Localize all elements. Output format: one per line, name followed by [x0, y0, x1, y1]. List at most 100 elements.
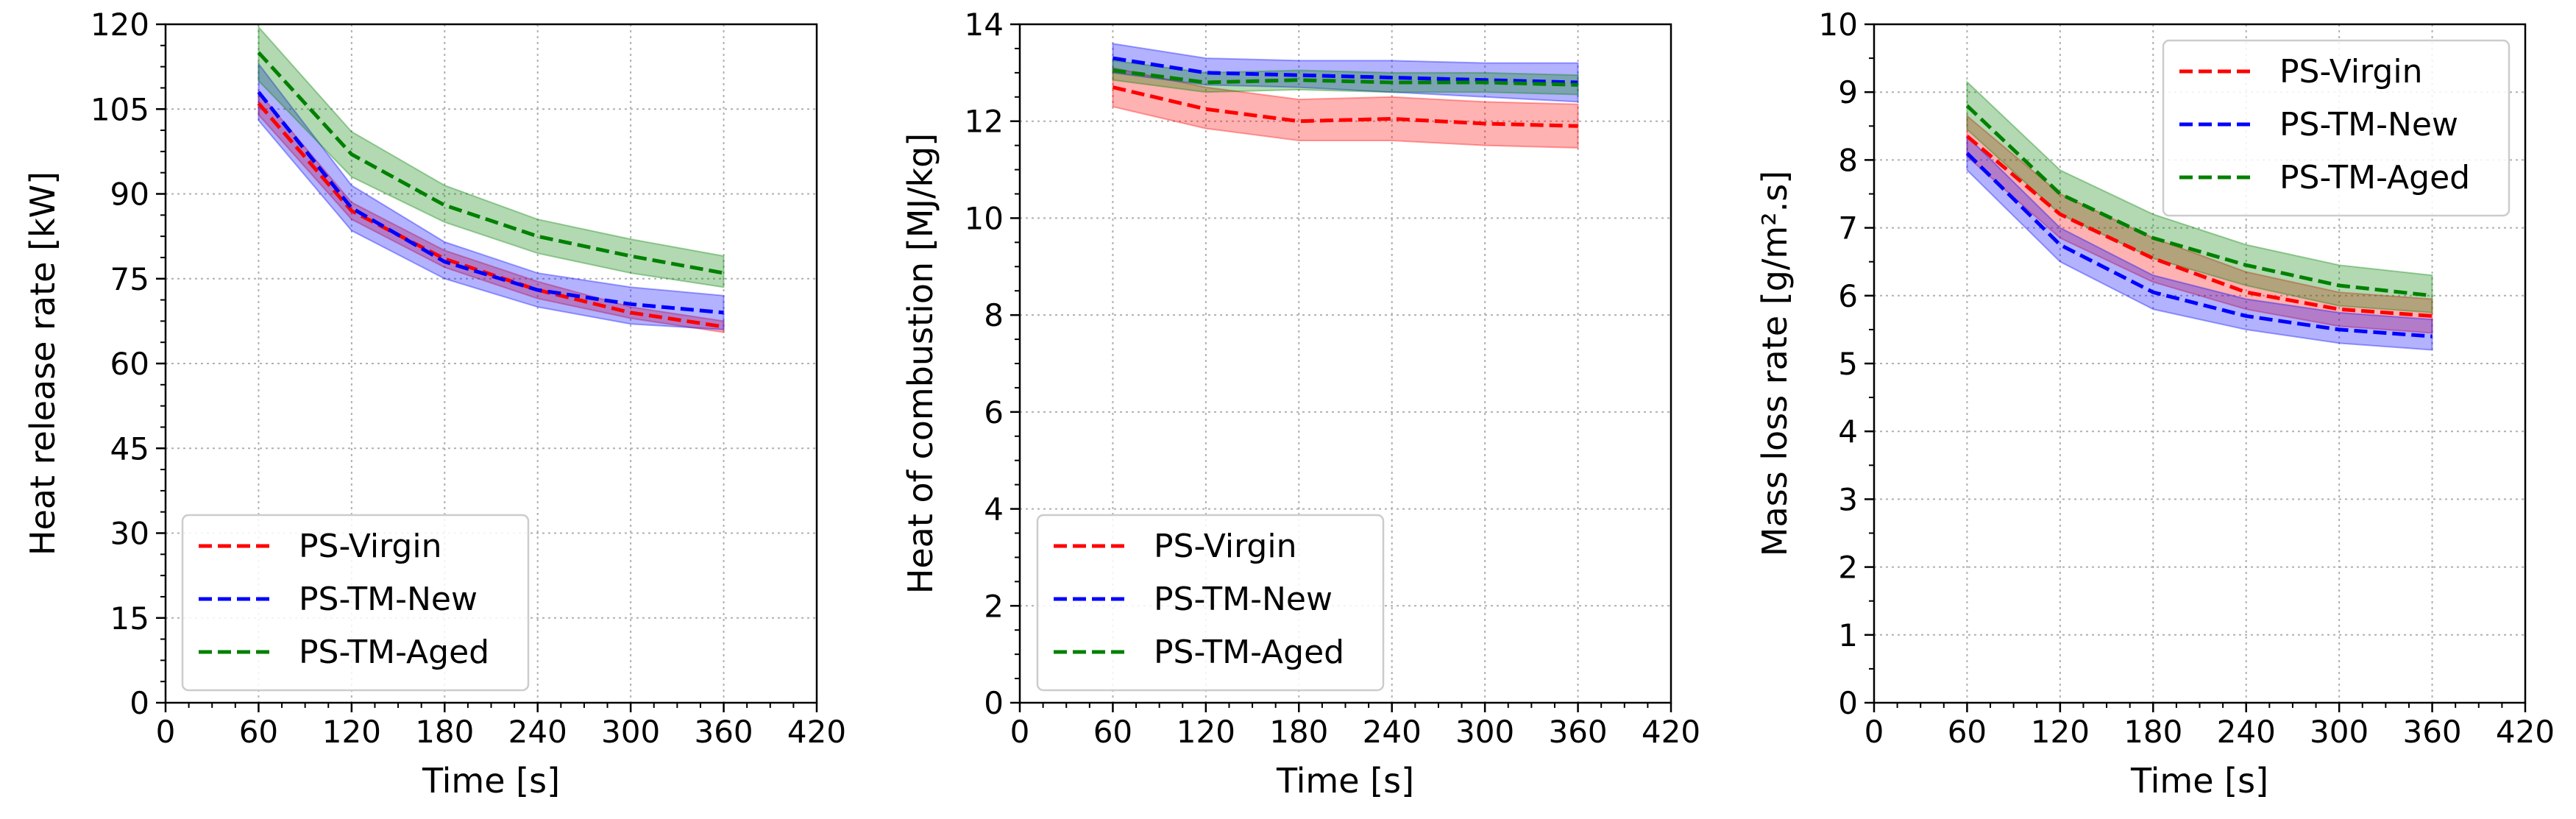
- series-line-ps-tm-new: [257, 91, 724, 315]
- series-line-ps-virgin: [1965, 135, 2433, 318]
- y-tick-label: 6: [984, 394, 1004, 430]
- x-tick-label: 420: [787, 714, 846, 750]
- legend: PS-Virgin PS-TM-New PS-TM-Aged: [181, 514, 530, 692]
- x-tick-label: 360: [1548, 714, 1607, 750]
- chart-panel-2: 0 60 120 180 240 300 360 420 0 2 4 6 8 10 12 14 Time [s]…: [901, 7, 1700, 801]
- legend-label: PS-TM-New: [299, 581, 478, 618]
- chart-panel-1: 0 60 120 180 240 300 360 420 0 15 30 45 60 75 90 105 120…: [23, 7, 846, 801]
- legend-item: PS-TM-New: [2179, 106, 2458, 143]
- legend-label: PS-TM-New: [1154, 581, 1333, 618]
- legend-box: [2162, 39, 2511, 217]
- band-ps-tm-new: [258, 61, 725, 330]
- x-tick-label: 60: [1093, 714, 1132, 750]
- legend-item: PS-TM-Aged: [199, 634, 489, 671]
- x-tick-label: 240: [508, 714, 567, 750]
- legend-label: PS-TM-Aged: [1154, 634, 1344, 671]
- x-tick-label: 300: [1455, 714, 1514, 750]
- y-tick-label: 14: [965, 7, 1004, 43]
- series-line-ps-tm-aged: [1113, 68, 1578, 87]
- series-line-ps-tm-new: [1113, 56, 1578, 85]
- y-tick-label: 120: [91, 7, 149, 43]
- legend-label: PS-Virgin: [1154, 528, 1296, 565]
- legend-item: PS-TM-Aged: [1054, 634, 1344, 671]
- legend: PS-Virgin PS-TM-New PS-TM-Aged: [2162, 39, 2511, 217]
- legend-label: PS-TM-Aged: [299, 634, 489, 671]
- x-tick-label: 420: [2496, 714, 2555, 750]
- legend-box: [181, 514, 530, 692]
- legend: PS-Virgin PS-TM-New PS-TM-Aged: [1036, 514, 1385, 692]
- x-tick-label: 60: [1948, 714, 1987, 750]
- legend-label: PS-TM-New: [2279, 106, 2458, 143]
- x-tick-label: 0: [156, 714, 176, 750]
- y-tick-label: 75: [110, 261, 149, 297]
- y-tick-label: 10: [1819, 7, 1858, 43]
- x-tick-label: 0: [1864, 714, 1884, 750]
- legend-label: PS-Virgin: [299, 528, 441, 565]
- x-tick-label: 120: [1177, 714, 1235, 750]
- y-tick-label: 4: [984, 492, 1004, 528]
- x-tick-label: 120: [322, 714, 381, 750]
- y-tick-label: 30: [110, 516, 149, 552]
- x-tick-label: 300: [601, 714, 660, 750]
- legend-label: PS-TM-Aged: [2279, 159, 2470, 196]
- y-tick-label: 60: [110, 346, 149, 382]
- axes-frame: [1018, 23, 1672, 704]
- legend-box: [1036, 514, 1385, 692]
- y-tick-label: 7: [1838, 210, 1858, 247]
- series-line-ps-tm-aged: [257, 51, 725, 275]
- series-line-ps-virgin: [1112, 85, 1578, 128]
- y-tick-label: 45: [110, 430, 149, 467]
- legend-item: PS-TM-New: [1054, 581, 1333, 618]
- x-tick-label: 180: [2123, 714, 2182, 750]
- y-tick-label: 0: [129, 685, 149, 721]
- x-tick-label: 300: [2310, 714, 2369, 750]
- x-axis-label: Time [s]: [1276, 761, 1414, 801]
- series-line-ps-tm-new: [1965, 152, 2433, 338]
- band-ps-tm-aged: [258, 25, 725, 288]
- y-tick-label: 12: [965, 104, 1004, 140]
- y-tick-label: 8: [984, 297, 1004, 333]
- chart-panel-3: 0 60 120 180 240 300 360 420 0 1 2 3 4 5 6 7 8 9 10 Time [s…: [1755, 7, 2555, 801]
- y-tick-label: 15: [110, 600, 149, 637]
- x-axis-label: Time [s]: [422, 761, 560, 801]
- y-axis-label: Heat of combustion [MJ/kg]: [901, 133, 940, 594]
- y-tick-label: 10: [965, 200, 1004, 236]
- series-line-ps-virgin: [257, 102, 724, 329]
- y-tick-label: 2: [1838, 550, 1858, 586]
- x-tick-label: 180: [1269, 714, 1328, 750]
- x-tick-label: 360: [2402, 714, 2461, 750]
- y-tick-label: 0: [984, 685, 1004, 721]
- x-tick-label: 360: [694, 714, 753, 750]
- y-tick-label: 5: [1838, 346, 1858, 382]
- x-tick-label: 180: [415, 714, 474, 750]
- band-ps-tm-new: [1112, 43, 1579, 103]
- y-axis-label: Mass loss rate [g/m².s]: [1755, 171, 1795, 556]
- y-tick-label: 105: [91, 91, 149, 127]
- y-tick-label: 3: [1838, 481, 1858, 517]
- series-line-ps-tm-aged: [1965, 104, 2433, 298]
- legend-item: PS-Virgin: [2179, 53, 2422, 91]
- y-tick-label: 0: [1838, 685, 1858, 721]
- legend-item: PS-Virgin: [1054, 528, 1296, 565]
- y-tick-label: 2: [984, 588, 1004, 624]
- x-tick-label: 240: [1363, 714, 1422, 750]
- y-tick-label: 1: [1838, 617, 1858, 653]
- x-tick-label: 240: [2217, 714, 2276, 750]
- legend-item: PS-TM-New: [199, 581, 478, 618]
- y-tick-label: 6: [1838, 278, 1858, 314]
- y-tick-label: 4: [1838, 414, 1858, 450]
- x-tick-label: 0: [1010, 714, 1030, 750]
- band-ps-tm-new: [1966, 134, 2433, 351]
- legend-item: PS-Virgin: [199, 528, 441, 565]
- y-tick-label: 90: [110, 177, 149, 213]
- band-ps-virgin: [1112, 67, 1579, 149]
- y-tick-label: 8: [1838, 142, 1858, 178]
- y-axis-label: Heat release rate [kW]: [23, 171, 63, 556]
- x-axis-label: Time [s]: [2130, 761, 2268, 801]
- legend-item: PS-TM-Aged: [2179, 159, 2470, 196]
- legend-label: PS-Virgin: [2279, 53, 2422, 91]
- x-tick-label: 60: [239, 714, 278, 750]
- x-tick-label: 120: [2031, 714, 2090, 750]
- x-tick-label: 420: [1642, 714, 1700, 750]
